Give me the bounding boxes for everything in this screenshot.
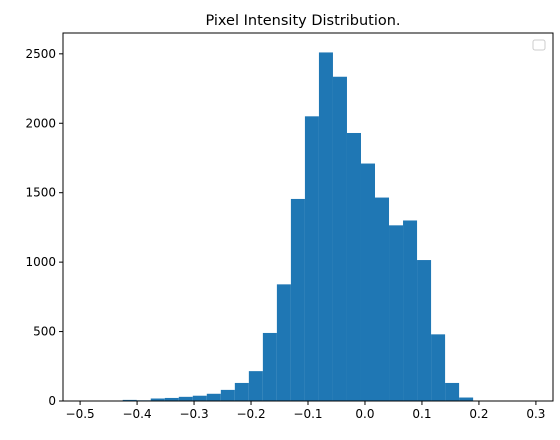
y-tick-label: 2000 bbox=[25, 116, 56, 130]
legend-box bbox=[532, 39, 546, 51]
histogram-bar bbox=[164, 397, 179, 401]
plot-frame bbox=[62, 32, 554, 402]
histogram-bar bbox=[431, 334, 446, 401]
x-tick-label: −0.2 bbox=[236, 407, 265, 421]
x-tick-label: −0.3 bbox=[179, 407, 208, 421]
histogram-bar bbox=[262, 332, 277, 401]
y-tick-label: 500 bbox=[33, 325, 56, 339]
x-tick-label: 0.0 bbox=[355, 407, 374, 421]
histogram-bar bbox=[122, 399, 137, 401]
x-tick-label: 0.2 bbox=[469, 407, 488, 421]
histogram-bar bbox=[276, 284, 291, 401]
histogram-bar bbox=[206, 393, 221, 401]
histogram-bar bbox=[318, 52, 333, 402]
histogram-bar bbox=[346, 132, 361, 401]
y-tick-label: 2500 bbox=[25, 47, 56, 61]
histogram-bar bbox=[389, 225, 404, 401]
chart-title: Pixel Intensity Distribution. bbox=[205, 13, 400, 29]
x-axis: −0.5 −0.4 −0.3 −0.2 −0.1 0.0 0.1 0.2 0.3 bbox=[66, 401, 545, 421]
x-tick-label: 0.1 bbox=[412, 407, 431, 421]
histogram-bar bbox=[375, 197, 390, 401]
y-tick-label: 0 bbox=[48, 394, 56, 408]
histogram-bar bbox=[234, 382, 249, 401]
histogram-bar bbox=[192, 395, 207, 401]
histogram-bar bbox=[220, 389, 235, 401]
histogram-bar bbox=[360, 163, 376, 401]
y-tick-label: 1500 bbox=[25, 186, 56, 200]
x-tick-label: −0.1 bbox=[293, 407, 322, 421]
x-tick-label: −0.4 bbox=[122, 407, 151, 421]
histogram-bar bbox=[332, 76, 347, 401]
bars-group bbox=[122, 52, 474, 402]
histogram-bar bbox=[417, 260, 432, 401]
histogram-bar bbox=[290, 198, 305, 401]
x-tick-label: 0.3 bbox=[526, 407, 545, 421]
histogram-bar bbox=[304, 116, 319, 402]
histogram-bar bbox=[403, 220, 418, 401]
histogram-bar bbox=[459, 397, 474, 401]
y-tick-label: 1000 bbox=[25, 255, 56, 269]
y-axis: 0 500 1000 1500 2000 2500 bbox=[25, 47, 63, 408]
histogram-bar bbox=[150, 398, 165, 401]
histogram-bar bbox=[178, 396, 193, 401]
x-tick-label: −0.5 bbox=[66, 407, 95, 421]
histogram-bar bbox=[248, 371, 263, 401]
histogram-bar bbox=[445, 382, 460, 401]
